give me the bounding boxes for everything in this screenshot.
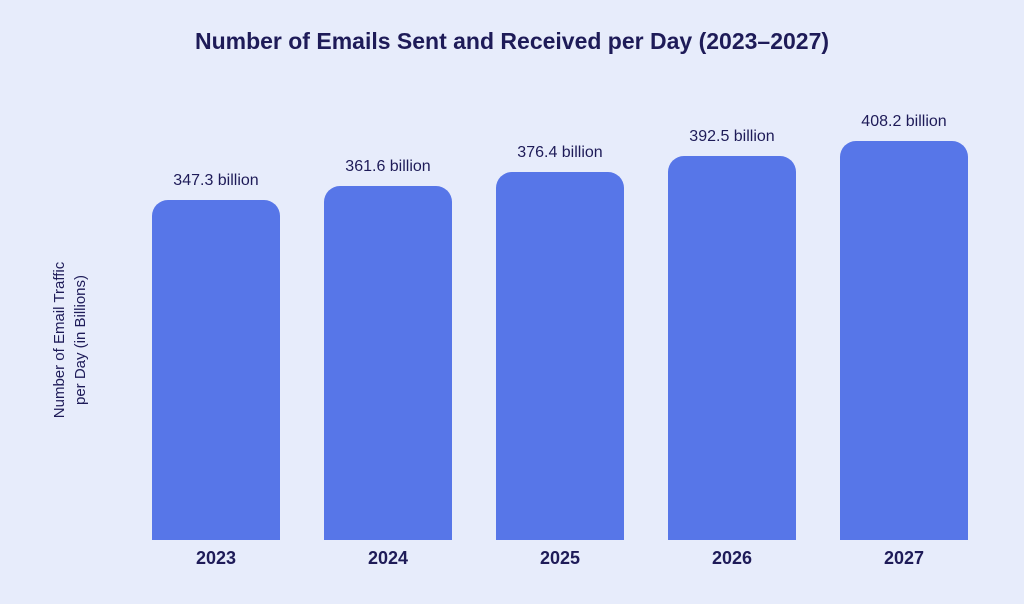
bar-value-label: 361.6 billion <box>345 158 430 176</box>
x-axis-category: 2024 <box>313 548 463 569</box>
bar-group: 361.6 billion <box>313 158 463 540</box>
bar-value-label: 376.4 billion <box>517 144 602 162</box>
bar <box>152 200 280 540</box>
bar-value-label: 392.5 billion <box>689 128 774 146</box>
chart-plot-area: 347.3 billion 361.6 billion 376.4 billion 3… <box>130 100 990 540</box>
x-axis-category: 2027 <box>829 548 979 569</box>
x-axis-category: 2025 <box>485 548 635 569</box>
bar <box>324 186 452 540</box>
x-axis-category: 2026 <box>657 548 807 569</box>
x-axis-category: 2023 <box>141 548 291 569</box>
y-axis-label-line2: per Day (in Billions) <box>72 275 89 405</box>
bar <box>668 156 796 540</box>
bar-value-label: 408.2 billion <box>861 113 946 131</box>
bar-group: 392.5 billion <box>657 128 807 540</box>
y-axis-label-line1: Number of Email Traffic <box>51 262 68 418</box>
chart-title: Number of Emails Sent and Received per D… <box>0 28 1024 55</box>
y-axis-label: Number of Email Traffic per Day (in Bill… <box>49 262 91 418</box>
bar-group: 376.4 billion <box>485 144 635 540</box>
bar <box>496 172 624 540</box>
bar-group: 347.3 billion <box>141 172 291 540</box>
bar-value-label: 347.3 billion <box>173 172 258 190</box>
bar <box>840 141 968 540</box>
bar-group: 408.2 billion <box>829 113 979 540</box>
x-axis-labels: 2023 2024 2025 2026 2027 <box>130 548 990 569</box>
